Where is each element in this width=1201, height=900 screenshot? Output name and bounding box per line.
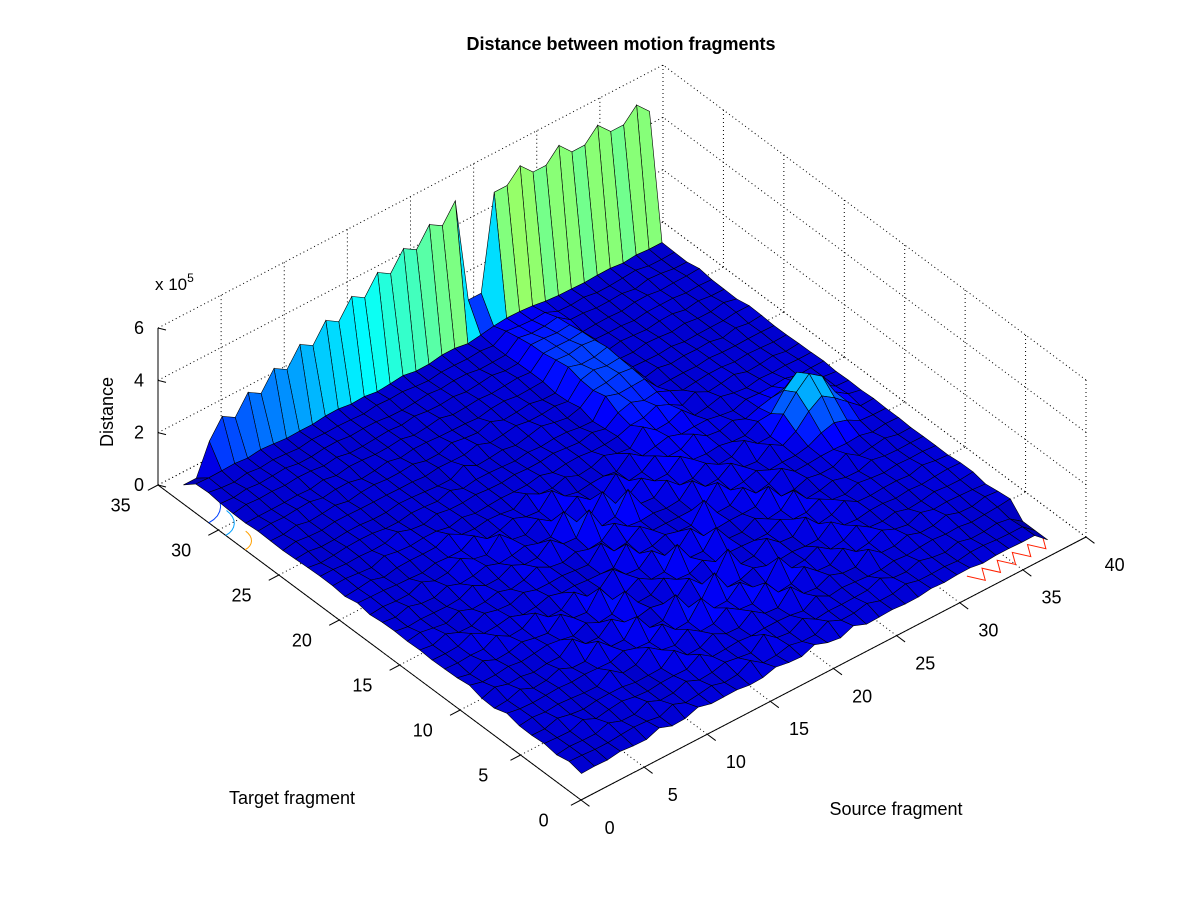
y-tick-mark	[389, 664, 400, 671]
y-tick-mark	[570, 799, 582, 806]
distance-surface	[183, 104, 1048, 774]
z-multiplier-label: x 105	[155, 271, 194, 294]
z-tick-label: 6	[134, 318, 144, 338]
x-tick-mark	[1085, 536, 1095, 544]
floor-contour	[244, 530, 253, 551]
x-tick-label: 25	[915, 653, 935, 673]
z-tick-mark	[157, 379, 167, 383]
y-tick-mark	[510, 754, 521, 761]
chart-title: Distance between motion fragments	[466, 34, 775, 54]
y-tick-mark	[147, 484, 159, 491]
z-tick-mark	[157, 432, 167, 436]
z-multiplier-base: x 10	[155, 275, 187, 294]
y-tick-label: 25	[231, 585, 251, 605]
x-tick-label: 0	[605, 818, 615, 838]
z-tick-mark	[157, 484, 167, 488]
y-tick-label: 10	[413, 720, 433, 740]
y-tick-mark	[328, 619, 340, 626]
x-axis-label: Source fragment	[829, 799, 962, 819]
x-tick-mark	[833, 668, 843, 676]
floor-contour	[225, 510, 235, 536]
z-tick-label: 2	[134, 423, 144, 443]
x-tick-label: 30	[978, 621, 998, 641]
y-axis-line	[157, 484, 582, 801]
y-tick-label: 15	[352, 675, 372, 695]
x-tick-mark	[770, 700, 780, 709]
grid-line	[157, 116, 664, 381]
x-tick-mark	[959, 602, 969, 610]
z-multiplier-exponent: 5	[187, 271, 194, 285]
x-tick-label: 15	[789, 719, 809, 739]
x-tick-mark	[896, 635, 906, 643]
x-tick-mark	[1022, 569, 1032, 577]
y-tick-mark	[449, 709, 461, 716]
x-tick-mark	[643, 766, 653, 774]
y-tick-label: 35	[111, 495, 131, 515]
grid-line	[157, 64, 664, 329]
z-tick-label: 4	[134, 370, 144, 390]
y-tick-label: 5	[478, 765, 488, 785]
x-tick-label: 10	[726, 752, 746, 772]
y-tick-mark	[268, 574, 280, 581]
x-tick-label: 40	[1105, 555, 1125, 575]
surface-patch	[568, 754, 596, 774]
y-tick-mark	[208, 529, 219, 536]
y-tick-label: 30	[171, 540, 191, 560]
y-tick-label: 0	[539, 810, 549, 830]
z-axis-label: Distance	[97, 377, 117, 447]
z-tick-mark	[157, 327, 167, 331]
x-tick-label: 35	[1041, 588, 1061, 608]
z-tick-label: 0	[134, 475, 144, 495]
floor-contour	[966, 536, 1047, 581]
x-tick-mark	[706, 733, 717, 741]
y-axis-label: Target fragment	[229, 788, 355, 808]
x-tick-mark	[580, 799, 590, 807]
x-tick-label: 5	[668, 785, 678, 805]
y-tick-label: 20	[292, 630, 312, 650]
x-tick-label: 20	[852, 686, 872, 706]
